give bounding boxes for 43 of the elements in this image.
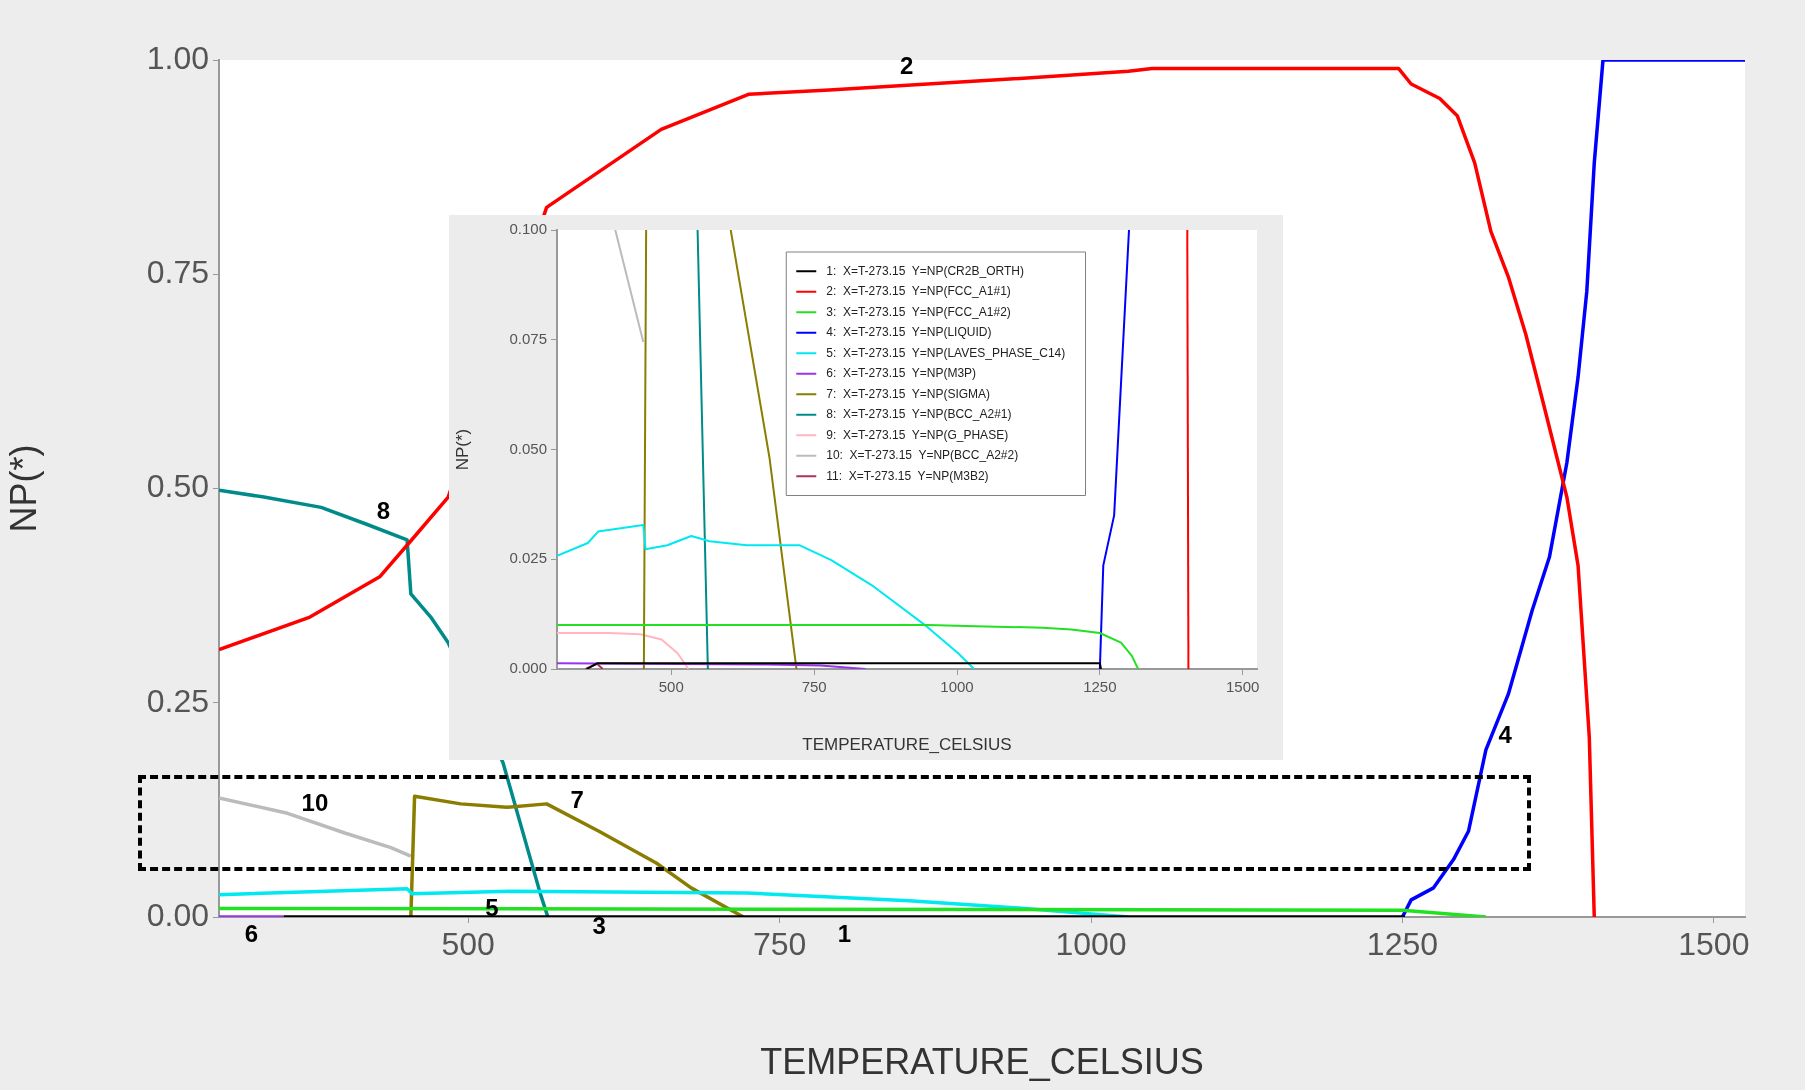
legend-label: 10: X=T-273.15 Y=NP(BCC_A2#2) xyxy=(826,448,1019,463)
series-label: 10 xyxy=(301,789,329,817)
legend-label: 7: X=T-273.15 Y=NP(SIGMA) xyxy=(826,386,991,401)
legend-label: 3: X=T-273.15 Y=NP(FCC_A1#2) xyxy=(826,304,1011,319)
x-tick-label: 500 xyxy=(441,926,495,963)
legend-label: 6: X=T-273.15 Y=NP(M3P) xyxy=(826,366,977,381)
series-label: 6 xyxy=(244,919,259,947)
y-axis-title: NP(*) xyxy=(2,444,44,533)
x-tick-label: 1250 xyxy=(1366,926,1439,963)
x-tick-label: 1000 xyxy=(940,678,974,696)
x-tick-label: 750 xyxy=(801,678,827,696)
y-tick-label: 0.050 xyxy=(509,439,547,457)
legend-label: 9: X=T-273.15 Y=NP(G_PHASE) xyxy=(826,427,1009,442)
x-axis-title: TEMPERATURE_CELSIUS xyxy=(760,1041,1204,1083)
legend-label: 4: X=T-273.15 Y=NP(LIQUID) xyxy=(826,325,992,340)
series-label: 1 xyxy=(837,919,852,947)
y-tick-label: 0.25 xyxy=(146,682,209,719)
y-axis-title: NP(*) xyxy=(452,428,472,471)
x-tick-label: 750 xyxy=(752,926,807,963)
x-tick-label: 500 xyxy=(658,678,684,696)
series-label: 8 xyxy=(376,497,391,525)
y-tick-label: 0.75 xyxy=(146,254,209,291)
series-label: 7 xyxy=(570,786,584,814)
x-tick-label: 1250 xyxy=(1083,678,1117,696)
x-axis-title: TEMPERATURE_CELSIUS xyxy=(802,735,1012,755)
legend-label: 11: X=T-273.15 Y=NP(M3B2) xyxy=(826,468,989,483)
x-tick-label: 1500 xyxy=(1678,926,1750,963)
y-tick-label: 0.025 xyxy=(509,549,547,567)
y-tick-label: 0.100 xyxy=(509,220,547,238)
series-label: 3 xyxy=(592,911,606,939)
series-label: 2 xyxy=(899,51,914,79)
legend-label: 5: X=T-273.15 Y=NP(LAVES_PHASE_C14) xyxy=(826,345,1066,360)
y-tick-label: 0.00 xyxy=(146,896,209,933)
legend-label: 8: X=T-273.15 Y=NP(BCC_A2#1) xyxy=(826,407,1012,422)
y-tick-label: 0.50 xyxy=(146,468,209,505)
legend-label: 2: X=T-273.15 Y=NP(FCC_A1#1) xyxy=(826,284,1011,299)
series-label: 4 xyxy=(1498,720,1513,748)
y-tick-label: 1.00 xyxy=(146,39,209,76)
x-tick-label: 1000 xyxy=(1055,926,1127,963)
x-tick-label: 1500 xyxy=(1226,678,1260,696)
y-tick-label: 0.075 xyxy=(509,329,547,347)
y-tick-label: 0.000 xyxy=(509,659,547,677)
legend-label: 1: X=T-273.15 Y=NP(CR2B_ORTH) xyxy=(826,263,1024,278)
